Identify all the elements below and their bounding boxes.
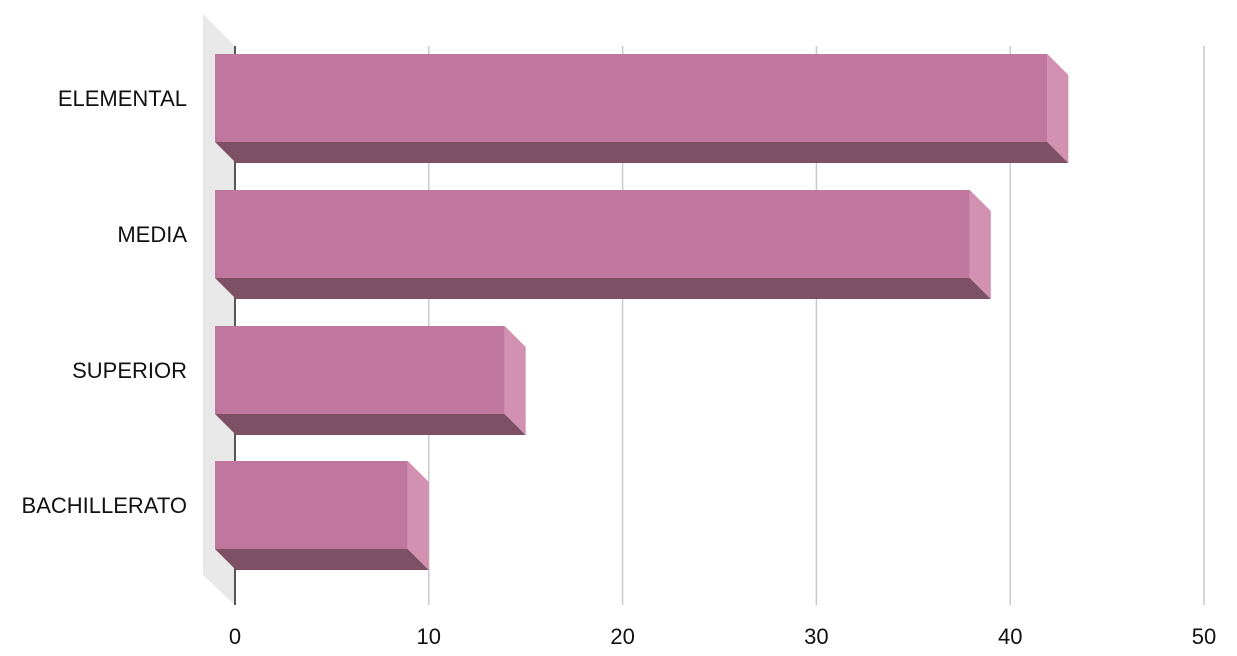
bar-front-face [215, 190, 970, 278]
bar-bottom-face [215, 278, 991, 299]
category-label-superior: SUPERIOR [72, 358, 187, 383]
tick-label-50: 50 [1192, 624, 1216, 649]
bar-elemental [215, 54, 1069, 163]
bar-side-face [969, 190, 991, 299]
bar-side-face [407, 461, 429, 570]
bar-front-face [215, 461, 408, 549]
category-labels: ELEMENTAL MEDIA SUPERIOR BACHILLERATO [22, 86, 188, 518]
tick-label-10: 10 [417, 624, 441, 649]
bar-media [215, 190, 991, 299]
bar-bottom-face [215, 142, 1069, 163]
x-axis-tick-labels: 0 10 20 30 40 50 [229, 624, 1216, 649]
chart-back-wall [203, 14, 235, 605]
bar-front-face [215, 326, 505, 414]
tick-label-40: 40 [998, 624, 1022, 649]
tick-label-0: 0 [229, 624, 241, 649]
tick-label-30: 30 [804, 624, 828, 649]
tick-label-20: 20 [610, 624, 634, 649]
bar-superior [215, 326, 526, 435]
bar-side-face [1047, 54, 1069, 163]
category-label-media: MEDIA [117, 222, 187, 247]
category-label-elemental: ELEMENTAL [58, 86, 187, 111]
bars [215, 54, 1069, 570]
category-label-bachillerato: BACHILLERATO [22, 493, 187, 518]
bar-bottom-face [215, 414, 526, 435]
bar-front-face [215, 54, 1048, 142]
bar-bachillerato [215, 461, 429, 570]
bar-side-face [504, 326, 526, 435]
bar-bottom-face [215, 549, 429, 570]
